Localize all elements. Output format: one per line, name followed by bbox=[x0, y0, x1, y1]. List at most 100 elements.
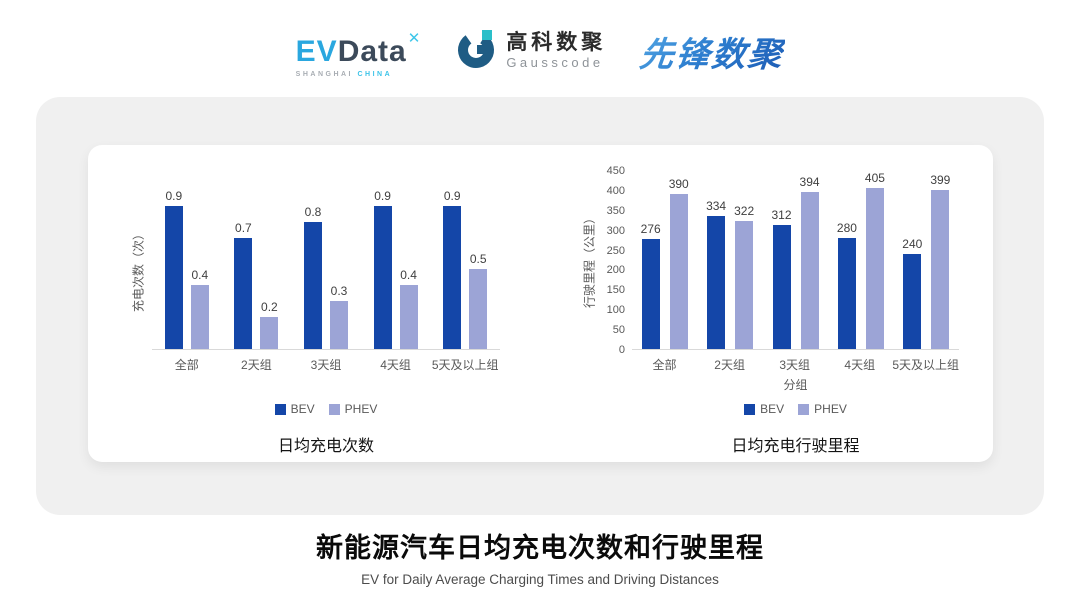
legend-label: BEV bbox=[760, 402, 785, 416]
category-label: 4天组 bbox=[380, 358, 411, 372]
bar-column: 394 bbox=[800, 175, 820, 349]
bar-group: 334 322 bbox=[697, 170, 762, 349]
legend-item-phev: PHEV bbox=[328, 402, 377, 416]
bar-column: 280 bbox=[837, 221, 857, 349]
page-subtitle: EV for Daily Average Charging Times and … bbox=[361, 572, 719, 587]
bar-value-label: 0.4 bbox=[400, 268, 417, 282]
bar-column: 0.9 bbox=[164, 189, 183, 349]
bar-value-label: 0.2 bbox=[261, 300, 278, 314]
plot-column: 0.9 0.4 0.7 0.2 0.8 0.3 0.9 0.4 0.9 0.5 全部 2天组 3天组 4… bbox=[152, 189, 500, 456]
category-label: 3天组 bbox=[779, 358, 811, 372]
bar-column: 0.5 bbox=[469, 252, 488, 349]
gausscode-g-icon bbox=[455, 28, 497, 75]
legend-swatch-icon bbox=[798, 403, 810, 415]
pioneer-logo: 先锋数聚 bbox=[638, 27, 787, 76]
bar-group: 0.9 0.4 bbox=[152, 189, 222, 349]
chart-title: 日均充电次数 bbox=[277, 438, 374, 455]
evdata-ev-text: EV bbox=[295, 35, 338, 68]
bar-phev bbox=[329, 301, 348, 349]
bar-value-label: 405 bbox=[864, 171, 885, 185]
bar-value-label: 0.8 bbox=[304, 205, 322, 219]
bar-column: 399 bbox=[930, 173, 950, 349]
bar-phev bbox=[931, 190, 950, 349]
y-axis-title-column: 充电次数（次） bbox=[124, 190, 152, 350]
charts-card: 充电次数（次） 0.9 0.4 0.7 0.2 0.8 0.3 0.9 0.4 0.9 0.5 全… bbox=[88, 145, 993, 462]
bar-value-label: 394 bbox=[799, 175, 820, 189]
legend-swatch-icon bbox=[744, 403, 756, 415]
category-label: 5天及以上组 bbox=[431, 358, 499, 372]
bar-value-label: 280 bbox=[836, 221, 857, 235]
bar-column: 390 bbox=[669, 177, 689, 349]
category-label: 3天组 bbox=[310, 358, 342, 372]
bar-bev bbox=[303, 222, 322, 349]
bar-bev bbox=[772, 225, 791, 349]
evdata-china-text: CHINA bbox=[357, 71, 393, 78]
bar-column: 312 bbox=[771, 208, 792, 349]
bar-column: 334 bbox=[706, 199, 726, 349]
x-axis-categories: 全部 2天组 3天组 4天组 5天及以上组 bbox=[152, 356, 500, 373]
bar-phev bbox=[399, 285, 418, 349]
bar-group: 240 399 bbox=[894, 170, 959, 349]
legend-swatch-icon bbox=[274, 403, 286, 415]
gausscode-en-text: Gausscode bbox=[506, 55, 604, 70]
bar-value-label: 0.3 bbox=[330, 284, 348, 298]
plot-column: 276 390 334 322 312 394 280 405 240 399 全部 2天组 3天组 4… bbox=[632, 170, 959, 456]
y-tick-label: 300 bbox=[606, 224, 625, 237]
legend-item-bev: BEV bbox=[274, 402, 315, 416]
chart-body: 充电次数（次） 0.9 0.4 0.7 0.2 0.8 0.3 0.9 0.4 0.9 0.5 全… bbox=[124, 189, 500, 456]
chart-body: 行驶里程（公里） 0 50 100 150 200 250 300 350 400 450 276… bbox=[578, 165, 959, 456]
page-title: 新能源汽车日均充电次数和行驶里程 bbox=[316, 533, 764, 563]
category-label: 全部 bbox=[174, 358, 199, 372]
plot-area: 276 390 334 322 312 394 280 405 240 399 bbox=[632, 170, 959, 350]
bar-value-label: 0.5 bbox=[469, 252, 487, 266]
bar-group: 312 394 bbox=[763, 170, 828, 349]
bar-value-label: 0.7 bbox=[235, 221, 252, 235]
bar-value-label: 240 bbox=[902, 237, 923, 251]
chart-title: 日均充电行驶里程 bbox=[731, 438, 860, 455]
y-axis-title-column: 行驶里程（公里） bbox=[578, 170, 600, 350]
bar-phev bbox=[469, 269, 488, 349]
bar-column: 0.7 bbox=[234, 221, 253, 349]
plot-area: 0.9 0.4 0.7 0.2 0.8 0.3 0.9 0.4 0.9 0.5 bbox=[152, 189, 500, 350]
bar-value-label: 0.9 bbox=[165, 189, 183, 203]
bar-bev bbox=[707, 216, 726, 349]
bar-bev bbox=[837, 238, 856, 349]
category-label: 4天组 bbox=[844, 358, 876, 372]
bar-value-label: 312 bbox=[771, 208, 792, 222]
evdata-wordmark: EVData✕ bbox=[296, 24, 422, 67]
bar-column: 0.4 bbox=[399, 268, 418, 349]
gausscode-logo: 高科数聚 Gausscode bbox=[455, 28, 606, 75]
category-label: 全部 bbox=[652, 358, 677, 372]
header-logos: EVData✕ SHANGHAI CHINA 高科数聚 Gausscode 先锋… bbox=[0, 18, 1080, 84]
bar-value-label: 0.9 bbox=[443, 189, 461, 203]
bar-column: 276 bbox=[641, 222, 661, 349]
bar-phev bbox=[800, 192, 819, 349]
category-label: 2天组 bbox=[714, 358, 745, 372]
bar-phev bbox=[669, 194, 688, 349]
bar-bev bbox=[443, 206, 462, 349]
bar-column: 0.9 bbox=[373, 189, 392, 349]
bar-group: 0.7 0.2 bbox=[222, 190, 292, 349]
bar-value-label: 322 bbox=[734, 204, 755, 218]
bar-group: 276 390 bbox=[632, 170, 697, 349]
legend-label: BEV bbox=[290, 402, 315, 416]
gray-panel: 充电次数（次） 0.9 0.4 0.7 0.2 0.8 0.3 0.9 0.4 0.9 0.5 全… bbox=[36, 97, 1044, 515]
x-axis-title bbox=[152, 373, 500, 393]
bar-column: 0.8 bbox=[303, 205, 322, 349]
bar-phev bbox=[865, 188, 884, 349]
bar-column: 0.4 bbox=[190, 268, 209, 349]
bar-bev bbox=[373, 206, 392, 349]
star-icon: ✕ bbox=[407, 30, 422, 47]
category-label: 2天组 bbox=[241, 358, 272, 372]
bar-value-label: 399 bbox=[930, 173, 951, 187]
x-axis-title: 分组 bbox=[783, 378, 808, 392]
bar-phev bbox=[735, 221, 754, 349]
legend-item-phev: PHEV bbox=[798, 402, 847, 416]
y-axis-title: 充电次数（次） bbox=[131, 227, 146, 313]
bar-column: 0.9 bbox=[443, 189, 462, 349]
bar-column: 405 bbox=[865, 171, 885, 349]
gausscode-cn-text: 高科数聚 bbox=[506, 31, 607, 54]
chart-daily-driving-distance: 行驶里程（公里） 0 50 100 150 200 250 300 350 400 450 276… bbox=[540, 145, 993, 462]
y-axis-title: 行驶里程（公里） bbox=[582, 211, 597, 309]
